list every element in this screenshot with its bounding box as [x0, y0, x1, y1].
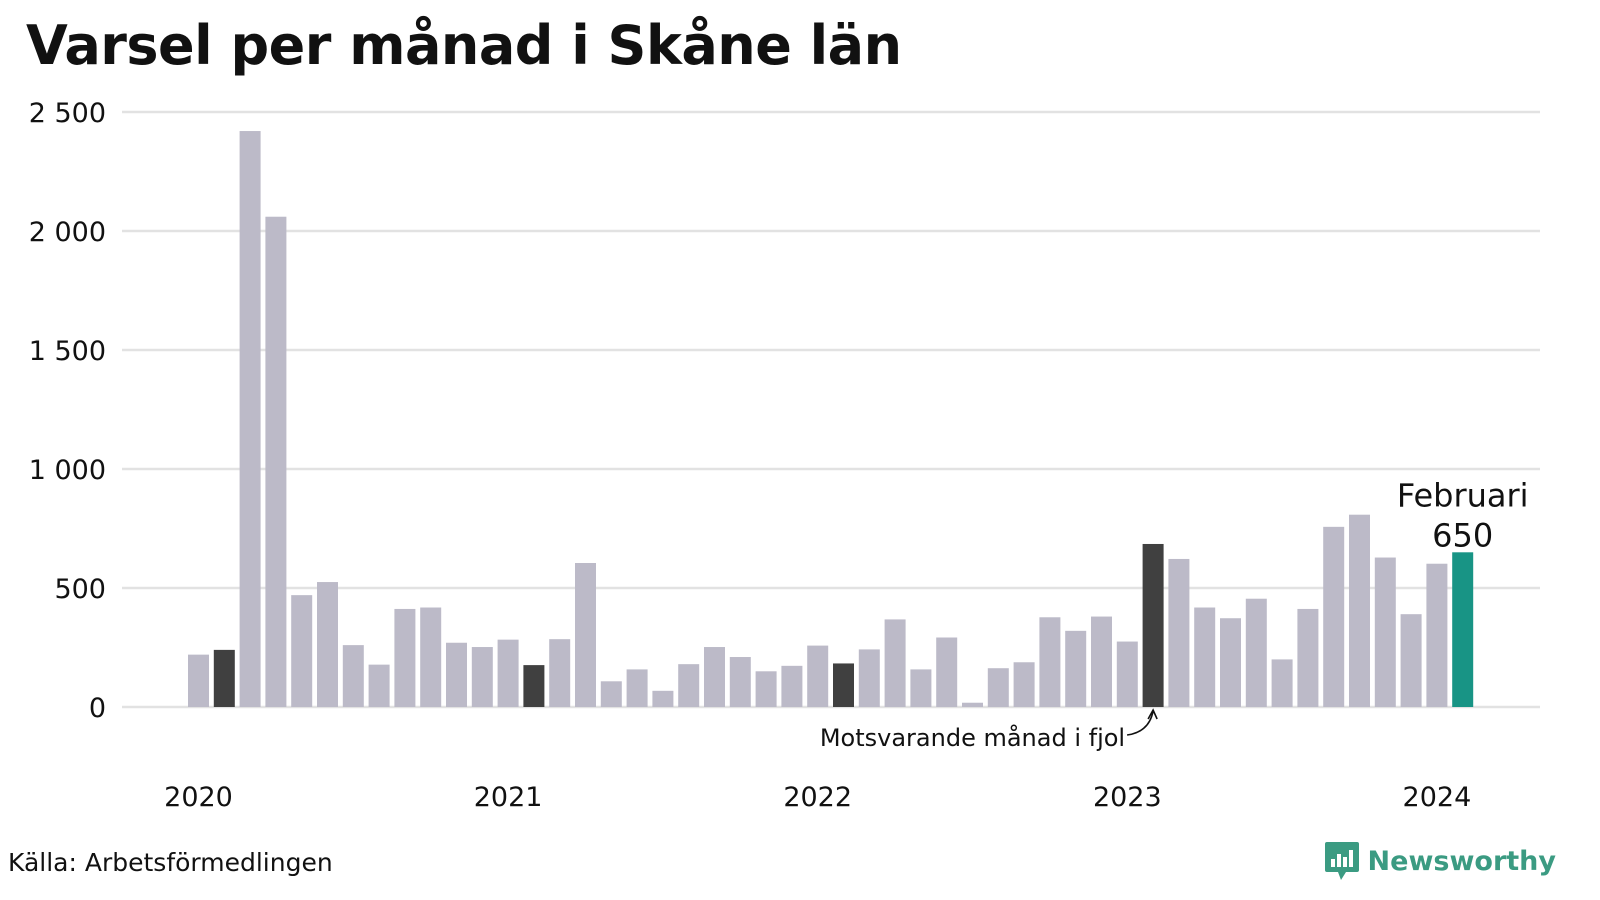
- chart-title: Varsel per månad i Skåne län: [26, 14, 902, 77]
- bar: [704, 647, 725, 707]
- annotation-arrow: [1126, 710, 1154, 736]
- annotation-value: 650: [1432, 516, 1493, 554]
- bar: [1245, 598, 1267, 707]
- y-tick-label: 1 500: [29, 336, 106, 367]
- bar: [600, 681, 622, 707]
- bar: [188, 654, 209, 707]
- bar: [317, 582, 338, 707]
- y-tick-label: 1 000: [29, 455, 106, 486]
- y-axis-tick-labels: 0 500 1 000 1 500 2 000 2 500: [29, 98, 106, 724]
- bar: [1374, 557, 1396, 707]
- bar: [755, 671, 777, 707]
- bar: [936, 637, 958, 707]
- bar: [1426, 563, 1448, 707]
- bar: [962, 702, 983, 707]
- bar: [1271, 659, 1293, 707]
- bar: [265, 216, 287, 707]
- annotation-month: Februari: [1397, 476, 1529, 514]
- bar: [858, 649, 880, 707]
- y-tick-label: 2 000: [29, 217, 106, 248]
- bar: [729, 657, 751, 707]
- x-tick-label: 2024: [1403, 782, 1472, 813]
- bar: [291, 595, 313, 707]
- bar: [471, 647, 493, 707]
- bar: [1323, 526, 1345, 707]
- brand-logo: Newsworthy: [1324, 840, 1556, 882]
- bar: [1400, 614, 1422, 707]
- bar: [987, 668, 1009, 707]
- x-tick-label: 2021: [474, 782, 543, 813]
- bar: [1039, 617, 1061, 707]
- bar: [446, 642, 467, 707]
- bar: [342, 645, 364, 707]
- bar: [910, 669, 932, 707]
- bar: [1116, 641, 1138, 707]
- annotation-last-year: Motsvarande månad i fjol: [820, 723, 1125, 752]
- bar: [1194, 607, 1216, 707]
- bar: [549, 639, 571, 707]
- bar: [1013, 662, 1035, 707]
- bar: [1452, 552, 1474, 707]
- x-axis-tick-labels: 2020 2021 2022 2023 2024: [164, 782, 1471, 813]
- bar: [368, 664, 390, 707]
- bar: [884, 619, 906, 707]
- bar: [1349, 514, 1370, 707]
- x-tick-label: 2022: [783, 782, 852, 813]
- bar: [420, 607, 442, 707]
- bar: [807, 645, 829, 707]
- bar: [1091, 616, 1112, 707]
- newsworthy-logo-icon: [1324, 842, 1359, 880]
- bar: [626, 669, 648, 707]
- x-tick-label: 2023: [1093, 782, 1162, 813]
- bar: [394, 608, 416, 707]
- bar: [575, 563, 596, 707]
- brand-name: Newsworthy: [1367, 845, 1556, 877]
- bar: [1168, 558, 1190, 707]
- x-tick-label: 2020: [164, 782, 233, 813]
- bar: [523, 665, 545, 707]
- bar: [833, 663, 854, 707]
- bar: [781, 665, 803, 707]
- bar: [1065, 630, 1087, 707]
- bar: [1142, 543, 1164, 707]
- y-tick-label: 2 500: [29, 98, 106, 129]
- bars: [188, 131, 1474, 708]
- bar: [213, 649, 235, 707]
- y-tick-label: 0: [89, 693, 106, 724]
- source-note: Källa: Arbetsförmedlingen: [8, 848, 333, 877]
- bar: [678, 664, 700, 707]
- bar: [1297, 608, 1319, 707]
- bar: [239, 131, 261, 708]
- bar: [652, 690, 674, 707]
- bar: [1220, 618, 1241, 707]
- y-tick-label: 500: [54, 574, 106, 605]
- bar: [497, 639, 519, 707]
- annotation-arrowhead: [1147, 708, 1158, 720]
